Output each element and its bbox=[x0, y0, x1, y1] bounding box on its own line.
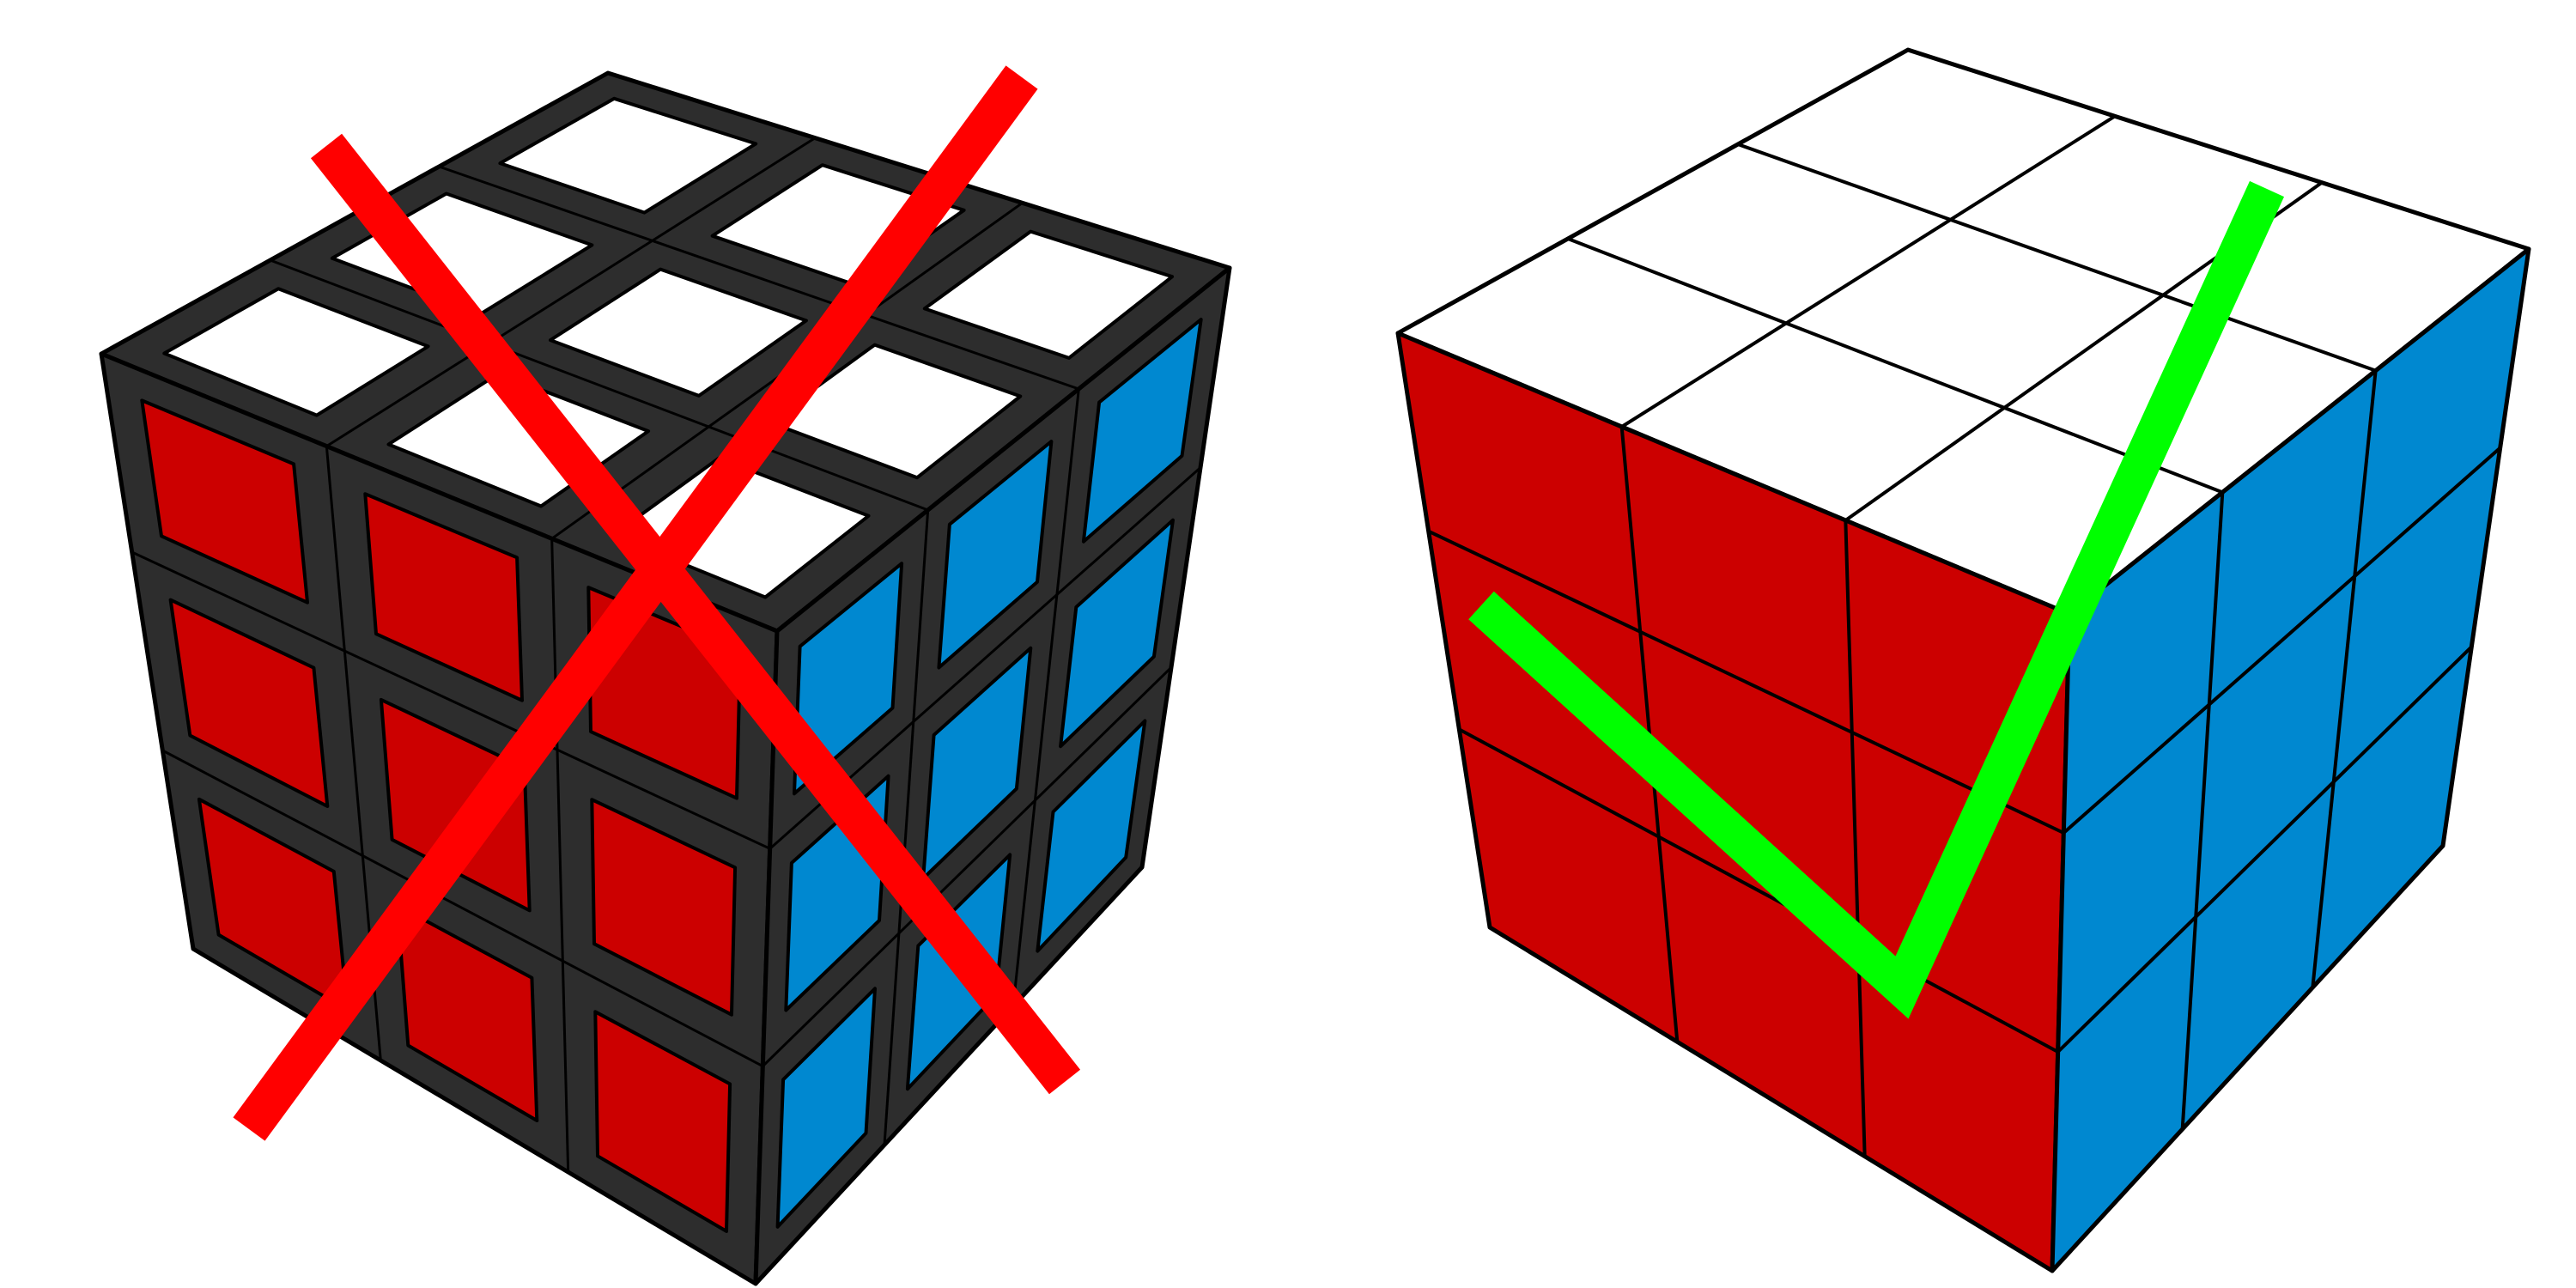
side-sticker bbox=[1081, 318, 1203, 544]
front-sticker bbox=[395, 903, 539, 1122]
front-sticker bbox=[363, 492, 524, 702]
top-sticker bbox=[549, 267, 808, 398]
cubie-seam bbox=[438, 165, 1079, 391]
cubie-seam bbox=[325, 137, 817, 447]
cubie-seam bbox=[762, 666, 1173, 1067]
front-sticker bbox=[593, 1010, 732, 1233]
side-sticker bbox=[775, 987, 877, 1229]
side-sticker bbox=[1059, 518, 1175, 749]
side-sticker bbox=[921, 646, 1033, 880]
grid-line bbox=[1427, 529, 2065, 835]
cubie-seam bbox=[131, 550, 771, 850]
cubie-seam bbox=[270, 258, 929, 512]
check-stroke bbox=[1468, 180, 2285, 1019]
front-sticker bbox=[168, 598, 330, 808]
check-mark bbox=[1468, 180, 2285, 1019]
grid-line bbox=[1737, 143, 2377, 373]
grid-line bbox=[2057, 645, 2473, 1054]
cross-stroke-2 bbox=[233, 65, 1038, 1141]
grid-line bbox=[1567, 237, 2224, 495]
top-sticker bbox=[611, 456, 871, 599]
cubie-seam bbox=[550, 538, 570, 1173]
front-sticker bbox=[140, 398, 309, 605]
top-sticker bbox=[922, 229, 1175, 360]
grid-line bbox=[2311, 370, 2378, 988]
top-sticker bbox=[498, 96, 758, 215]
cross-stroke-1 bbox=[310, 133, 1081, 1095]
grid-line bbox=[2180, 492, 2225, 1130]
stickered-cube bbox=[99, 70, 1232, 1286]
front-sticker bbox=[379, 697, 532, 913]
grid-line bbox=[2063, 447, 2501, 835]
side-sticker bbox=[937, 440, 1054, 670]
cubie-seam bbox=[1012, 388, 1080, 1006]
cross-mark bbox=[233, 65, 1081, 1141]
cubie-seam bbox=[161, 749, 764, 1067]
grid-line bbox=[1844, 519, 1867, 1157]
top-sticker bbox=[162, 287, 430, 417]
cubie-seam bbox=[883, 509, 930, 1145]
grid-line bbox=[1458, 727, 2059, 1054]
side-sticker bbox=[1036, 719, 1147, 953]
front-sticker bbox=[590, 798, 738, 1017]
grid-line bbox=[1620, 114, 2117, 428]
